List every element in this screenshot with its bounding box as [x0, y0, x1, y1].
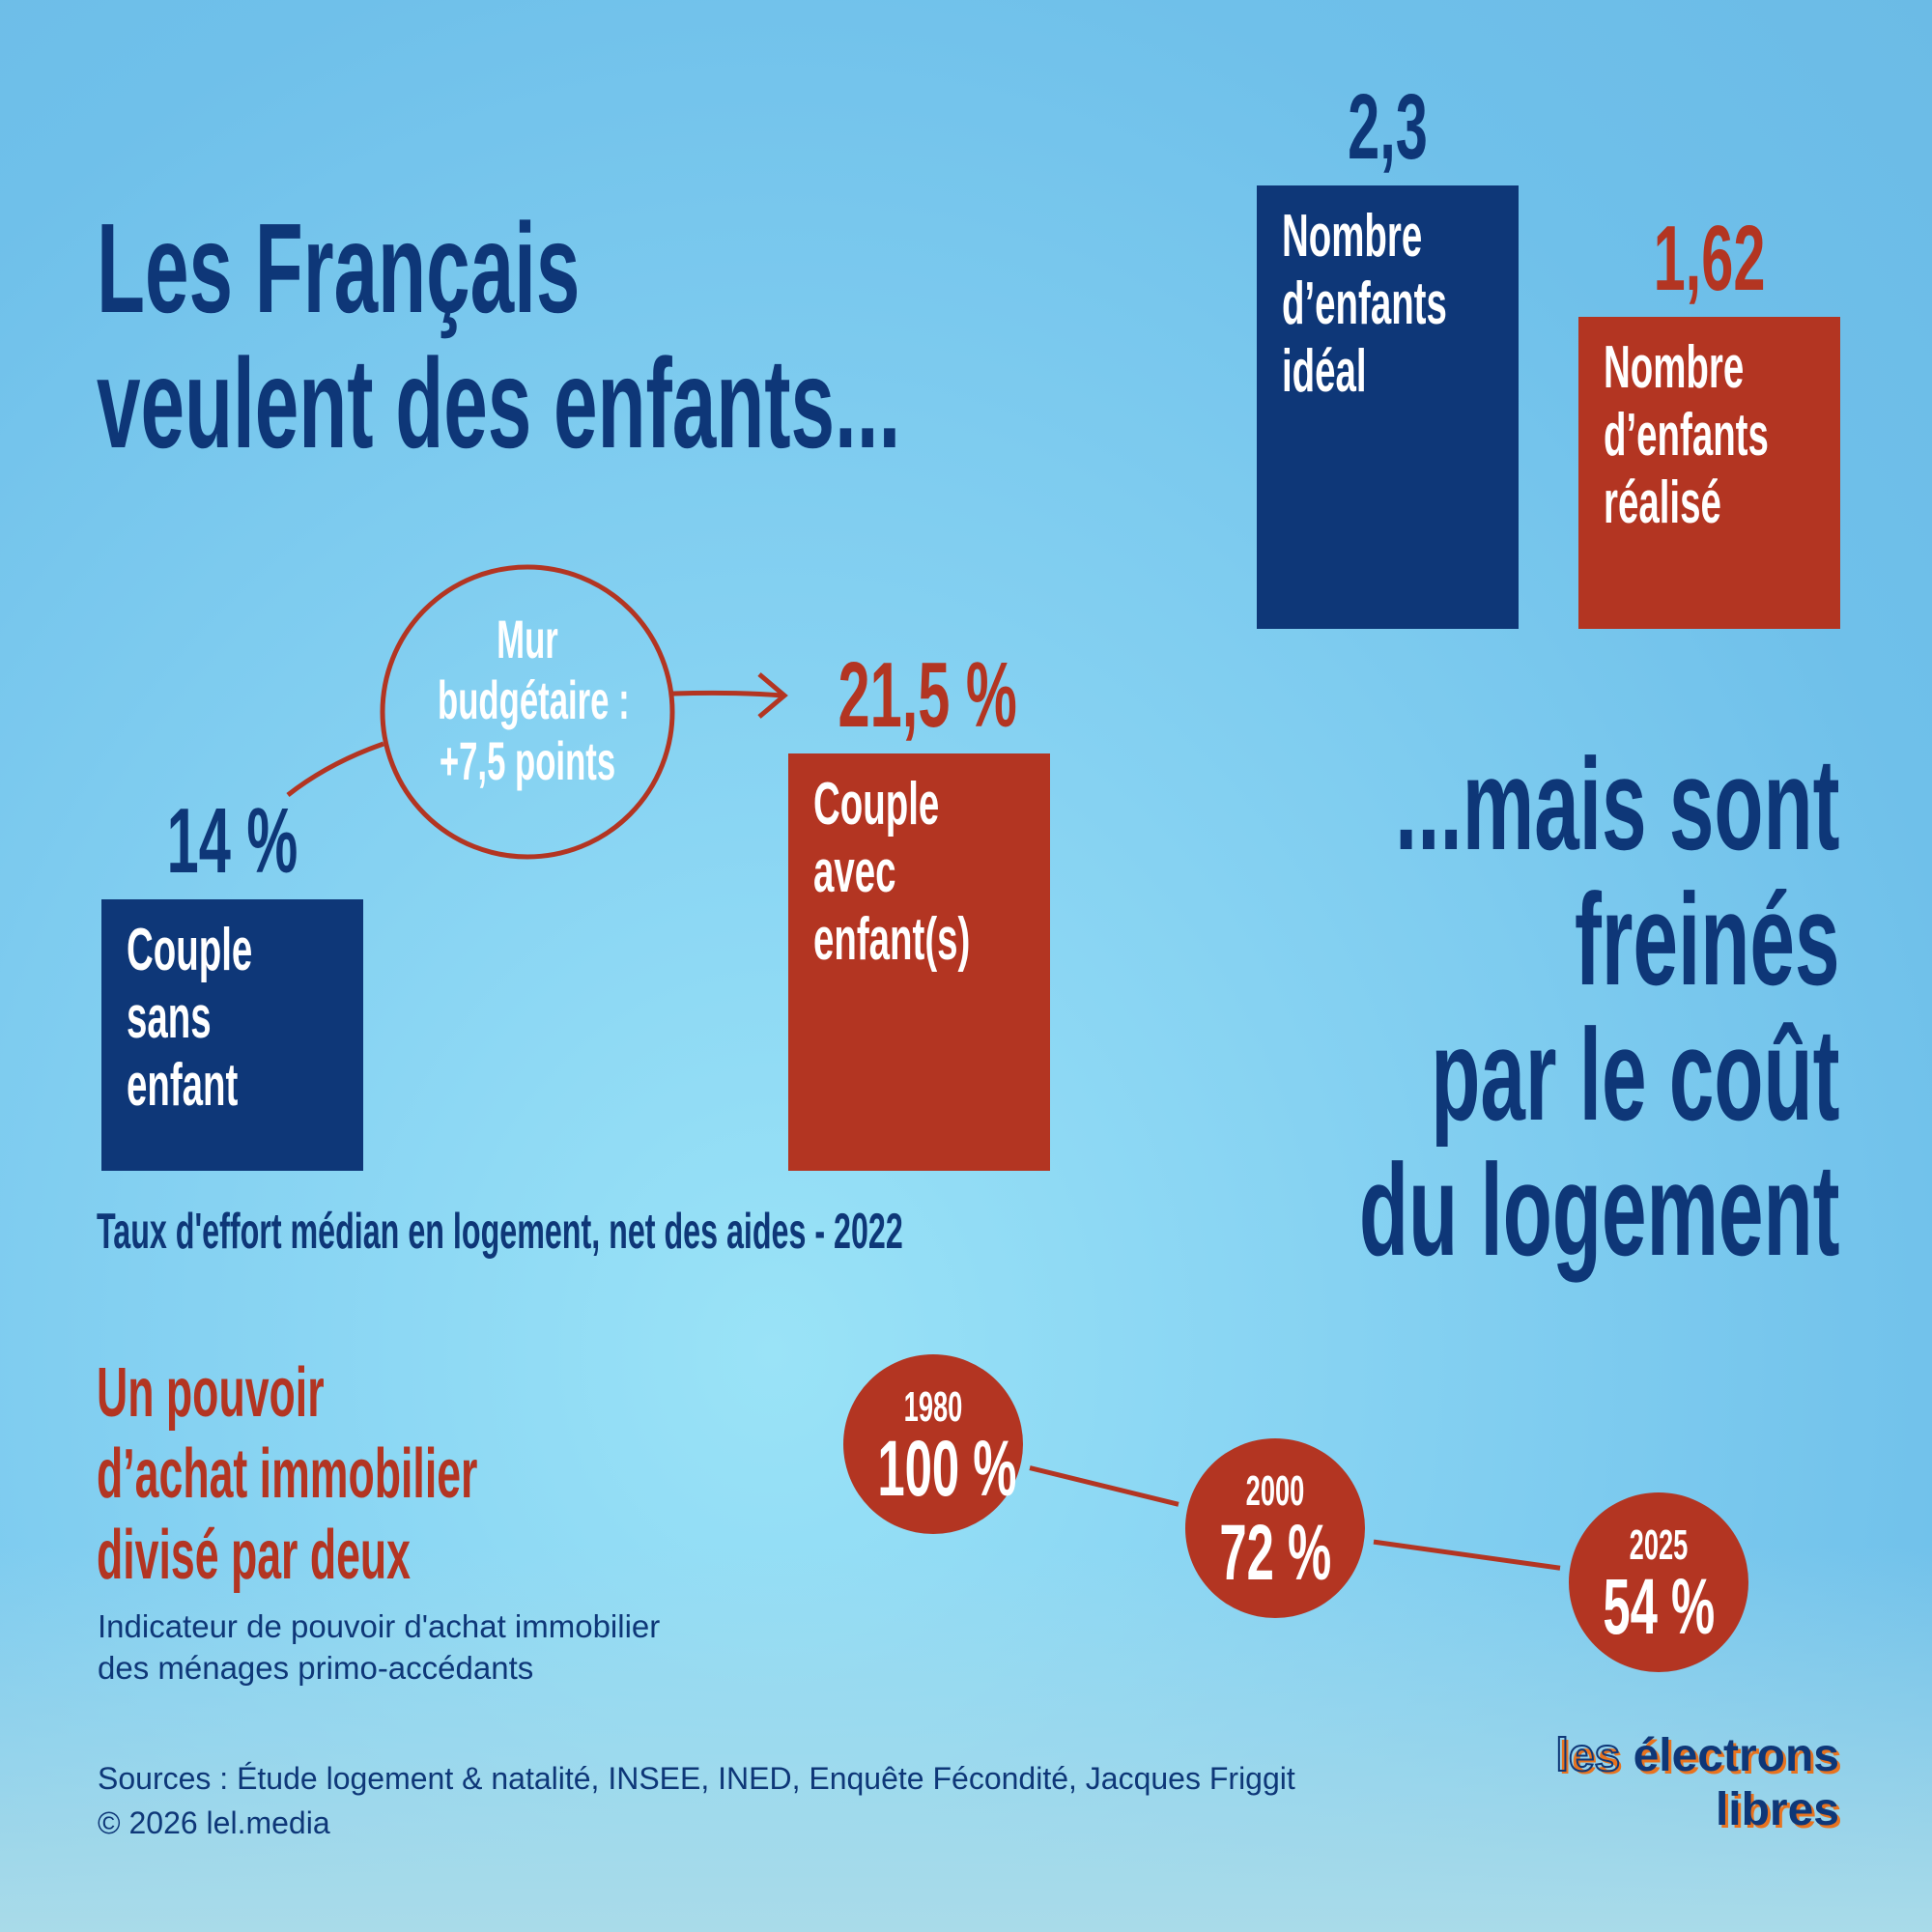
- bar-sans-enfant: Couple sans enfant: [101, 898, 363, 1171]
- point-year: 2025: [1629, 1520, 1689, 1569]
- subtitle-line: Indicateur de pouvoir d'achat immobilier: [98, 1608, 661, 1644]
- label-line: Nombre: [1282, 203, 1423, 270]
- label-line: Nombre: [1604, 333, 1745, 401]
- label-line: idéal: [1282, 338, 1367, 406]
- point-year: 1980: [903, 1383, 963, 1431]
- copyright-text: © 2026 lel.media: [98, 1805, 330, 1840]
- title-line-2: veulent des enfants...: [97, 332, 901, 474]
- annotation-line: +7,5 points: [439, 730, 616, 791]
- bar-label-ideal: Nombre d’enfants idéal: [1282, 203, 1447, 406]
- bar-label-sans-enfant: Couple sans enfant: [127, 917, 252, 1120]
- bar-avec-enfants: Couple avec enfant(s): [788, 753, 1050, 1171]
- label-line: enfant: [127, 1051, 239, 1119]
- arrow-head-icon: [757, 672, 788, 719]
- title-line-1: Les Français: [97, 197, 581, 339]
- annotation-line: budgétaire :: [438, 669, 630, 730]
- logo-les: les: [1555, 1729, 1622, 1782]
- bar-ideal: Nombre d’enfants idéal: [1257, 185, 1519, 629]
- connector-line: [286, 741, 384, 797]
- section-subtitle: Indicateur de pouvoir d'achat immobilier…: [98, 1605, 660, 1689]
- right-title-line: par le coût: [1430, 1002, 1839, 1148]
- right-title: ...mais sont freinés par le coût du loge…: [1358, 737, 1839, 1278]
- section-title-line: d’achat immobilier: [97, 1435, 478, 1513]
- annotation-text: Mur budgétaire : +7,5 points: [438, 609, 630, 791]
- point-2025: 2025 54 %: [1569, 1492, 1748, 1672]
- point-2000: 2000 72 %: [1185, 1437, 1365, 1618]
- bar-label-realise: Nombre d’enfants réalisé: [1604, 334, 1769, 537]
- bar-realise: Nombre d’enfants réalisé: [1578, 316, 1840, 629]
- bar-label-avec-enfants: Couple avec enfant(s): [813, 771, 970, 974]
- chart-caption: Taux d'effort médian en logement, net de…: [97, 1204, 903, 1260]
- point-value: 100 %: [877, 1425, 1017, 1513]
- label-line: sans: [127, 983, 212, 1051]
- label-line: réalisé: [1604, 469, 1721, 536]
- section-title: Un pouvoir d’achat immobilier divisé par…: [97, 1352, 477, 1596]
- logo-electrons: électrons: [1633, 1730, 1839, 1781]
- label-line: d’enfants: [1282, 270, 1447, 338]
- footer: Sources : Étude logement & natalité, INS…: [98, 1756, 1295, 1845]
- label-line: d’enfants: [1604, 401, 1769, 469]
- section-title-line: Un pouvoir: [97, 1354, 325, 1432]
- value-label-realise: 1,62: [1653, 206, 1766, 310]
- logo-line-1: les électrons: [1555, 1729, 1839, 1783]
- right-title-line: ...mais sont: [1394, 731, 1839, 877]
- value-label-ideal: 2,3: [1348, 75, 1428, 180]
- label-line: enfant(s): [813, 905, 971, 973]
- label-line: avec: [813, 838, 896, 905]
- annotation-circle: [380, 564, 675, 860]
- trend-line-segment: [1373, 1539, 1561, 1571]
- logo-libres: libres: [1715, 1784, 1839, 1835]
- point-1980: 1980 100 %: [843, 1354, 1023, 1534]
- main-title: Les Français veulent des enfants...: [97, 201, 900, 471]
- trend-line-segment: [1029, 1465, 1179, 1507]
- subtitle-line: des ménages primo-accédants: [98, 1650, 534, 1686]
- point-value: 72 %: [1219, 1508, 1332, 1597]
- label-line: Couple: [127, 916, 253, 983]
- point-year: 2000: [1245, 1466, 1305, 1515]
- sources-text: Sources : Étude logement & natalité, INS…: [98, 1761, 1295, 1796]
- section-title-line: divisé par deux: [97, 1517, 412, 1594]
- point-value: 54 %: [1603, 1562, 1716, 1651]
- arrow-line: [672, 690, 783, 698]
- right-title-line: du logement: [1358, 1137, 1839, 1283]
- right-title-line: freinés: [1574, 867, 1839, 1012]
- value-label-sans-enfant: 14 %: [166, 788, 298, 893]
- value-label-avec-enfants: 21,5 %: [838, 642, 1017, 747]
- logo: les électrons libres: [1555, 1729, 1839, 1837]
- label-line: Couple: [813, 770, 940, 838]
- annotation-line: Mur: [497, 609, 558, 669]
